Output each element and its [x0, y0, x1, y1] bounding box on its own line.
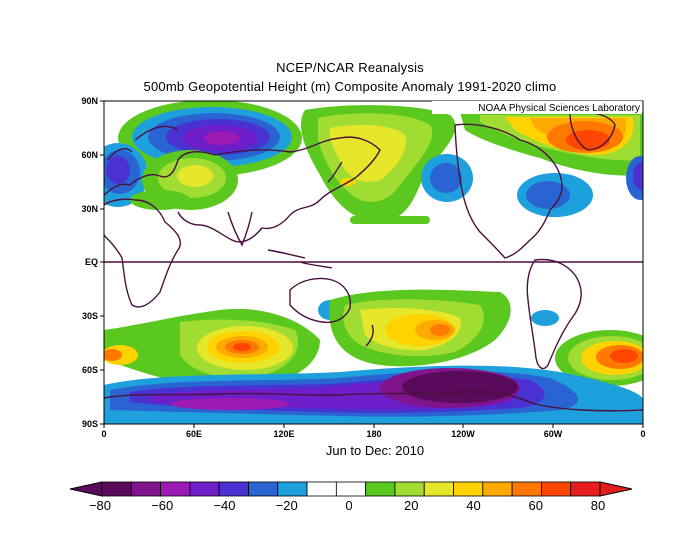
- title-line-2: 500mb Geopotential Height (m) Composite …: [143, 79, 557, 94]
- credit-box: [432, 101, 642, 114]
- lat-label-30n: 30N: [81, 204, 98, 214]
- lon-label-60w: 60W: [544, 429, 563, 439]
- colorbar-tick-label: −20: [276, 498, 298, 513]
- anomaly-high-south-atlantic: [555, 330, 643, 386]
- colorbar-swatch: [277, 481, 308, 497]
- colorbar-swatch: [218, 481, 249, 497]
- title-line-1: NCEP/NCAR Reanalysis: [276, 60, 424, 75]
- anomaly-band-tropical-pacific: [350, 216, 430, 224]
- colorbar-swatch: [394, 481, 425, 497]
- lat-label-90s: 90S: [82, 419, 98, 429]
- coast-scandinavia: [107, 125, 179, 161]
- anomaly-high-north-africa: [130, 190, 190, 210]
- anomaly-low-west-atlantic: [517, 173, 593, 217]
- lat-label-eq: EQ: [85, 257, 98, 267]
- coast-australia: [289, 277, 352, 324]
- colorbar-swatch: [453, 481, 484, 497]
- anomaly-field: [104, 101, 643, 424]
- colorbar-tick-label: −80: [89, 498, 111, 513]
- colorbar: −80 −60 −40 −20 0 20 40 60 80: [69, 481, 633, 513]
- anomaly-high-south-pacific: [329, 289, 511, 367]
- colorbar-swatch: [248, 481, 279, 497]
- lon-label-120w: 120W: [451, 429, 475, 439]
- anomaly-low-north-pacific: [421, 154, 473, 202]
- coast-india: [227, 211, 253, 247]
- anomaly-low-south-america: [531, 310, 559, 326]
- lon-label-60e: 60E: [186, 429, 202, 439]
- coast-asia: [177, 136, 381, 243]
- coast-japan: [327, 161, 343, 183]
- anomaly-high-southern-indian: [104, 308, 320, 388]
- colorbar-swatch: [160, 481, 191, 497]
- colorbar-tick-label: 20: [404, 498, 418, 513]
- anomaly-low-antarctic: [104, 365, 643, 424]
- colorbar-tick-label: −40: [213, 498, 235, 513]
- colorbar-tick-label: 80: [591, 498, 605, 513]
- anomaly-high-canada: [460, 112, 643, 176]
- colorbar-tick-label: 0: [345, 498, 352, 513]
- coast-new-zealand: [365, 324, 374, 347]
- coastlines: [104, 110, 643, 412]
- lon-label-120e: 120E: [273, 429, 294, 439]
- colorbar-arrow-right: [599, 481, 633, 497]
- colorbar-swatch: [130, 481, 161, 497]
- period-caption: Jun to Dec: 2010: [325, 443, 425, 458]
- coast-antarctica: [104, 390, 643, 412]
- colorbar-swatch: [423, 481, 454, 497]
- lon-label-0: 0: [101, 429, 106, 439]
- anomaly-low-northeast-atlantic: [626, 156, 643, 200]
- lat-label-60n: 60N: [81, 150, 98, 160]
- lat-label-90n: 90N: [81, 96, 98, 106]
- colorbar-arrow-left: [69, 481, 103, 497]
- colorbar-swatch: [570, 481, 601, 497]
- colorbar-swatch: [365, 481, 396, 497]
- lat-label-30s: 30S: [82, 311, 98, 321]
- coast-south-america: [526, 258, 582, 370]
- lon-label-180: 180: [366, 429, 381, 439]
- anomaly-low-europe: [118, 101, 302, 176]
- colorbar-tick-label: 60: [529, 498, 543, 513]
- lon-label-0-right: 0: [640, 429, 645, 439]
- colorbar-swatch: [189, 481, 220, 497]
- colorbar-swatch: [335, 481, 367, 497]
- colorbar-tick-label: 40: [466, 498, 480, 513]
- anomaly-low-west-europe: [104, 143, 148, 207]
- coast-north-america: [454, 123, 563, 259]
- latitude-axis: 90N 60N 30N EQ 30S 60S 90S: [81, 96, 104, 429]
- colorbar-swatch: [541, 481, 572, 497]
- credit-label: NOAA Physical Sciences Laboratory: [478, 103, 640, 114]
- longitude-axis: 0 60E 120E 180 120W 60W 0: [101, 424, 646, 439]
- colorbar-tick-label: −60: [151, 498, 173, 513]
- colorbar-swatch: [482, 481, 513, 497]
- colorbar-swatch: [511, 481, 542, 497]
- colorbar-swatch: [306, 481, 337, 497]
- colorbar-swatch: [101, 481, 132, 497]
- coast-europe: [104, 151, 216, 196]
- lat-label-60s: 60S: [82, 365, 98, 375]
